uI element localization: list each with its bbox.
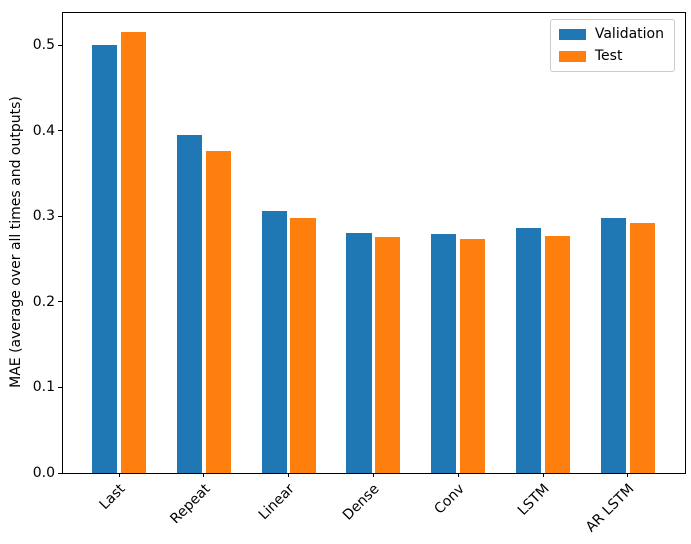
x-tick-mark [288,473,290,477]
y-tick-label: 0.3 [32,208,55,225]
x-tick-mark [627,473,629,477]
bar-test-ar-lstm [629,223,655,473]
x-tick-label-conv: Conv [431,481,468,518]
x-tick-mark [118,473,120,477]
x-tick-mark [457,473,459,477]
y-tick-label: 0.0 [32,465,55,481]
legend-item-validation: Validation [558,26,664,42]
plot-area: 0.0 0.1 0.2 0.3 0.4 0.5 Last Repeat Linear Dense… [33,12,686,536]
y-tick-mark [58,44,62,46]
test-color-swatch [558,51,586,62]
x-tick-label-linear: Linear [255,481,298,524]
x-tick-label-dense: Dense [340,481,383,524]
y-tick-mark [58,472,62,474]
y-tick-mark [58,386,62,388]
bar-test-dense [375,237,401,473]
x-tick-label-last: Last [96,481,129,513]
legend-label-validation: Validation [594,26,664,42]
bar-validation-repeat [176,135,203,473]
validation-color-swatch [558,29,586,40]
bar-test-linear [290,218,316,473]
y-tick-mark [58,130,62,132]
bar-validation-linear [261,211,287,473]
bar-validation-ar-lstm [600,218,627,473]
legend: Validation Test [549,19,675,72]
x-tick-label-ar-lstm: AR LSTM [582,481,638,536]
y-tick-label: 0.2 [32,293,55,310]
bar-test-repeat [205,150,231,473]
legend-label-test: Test [594,48,623,64]
bar-test-conv [459,238,486,473]
bar-validation-conv [431,233,457,473]
y-tick-label: 0.4 [32,122,55,139]
x-tick-label-lstm: LSTM [514,481,553,519]
y-tick-label: 0.5 [32,37,55,54]
y-axis-label: MAE (average over all times and outputs) [8,96,24,388]
bar-validation-dense [346,232,372,473]
x-tick-mark [542,473,544,477]
y-tick-mark [58,215,62,217]
x-tick-mark [203,473,205,477]
legend-item-test: Test [558,48,664,64]
bar-test-last [120,31,147,473]
y-tick-label: 0.1 [32,379,55,396]
x-tick-label-repeat: Repeat [166,481,214,528]
bar-validation-lstm [515,228,542,473]
bar-validation-last [91,44,118,473]
y-tick-mark [58,301,62,303]
x-tick-mark [372,473,374,477]
bar-test-lstm [544,236,571,473]
